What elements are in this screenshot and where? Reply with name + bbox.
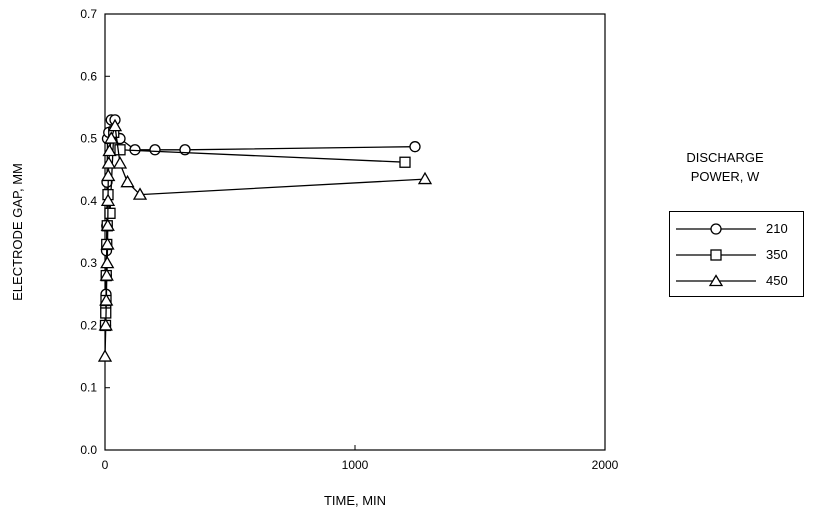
data-point-triangle — [102, 143, 117, 157]
x-axis-title: TIME, MIN — [324, 493, 386, 508]
x-axis: 0 1000 2000 — [102, 445, 619, 472]
data-point-square — [114, 144, 126, 156]
legend-title-line-2: POWER, W — [690, 169, 760, 184]
data-point-square — [399, 156, 411, 168]
x-tick-label: 2000 — [592, 458, 619, 472]
legend-label-450: 450 — [766, 273, 788, 288]
data-point-triangle — [99, 293, 114, 306]
data-point-triangle — [120, 174, 135, 188]
data-point-triangle — [100, 218, 115, 231]
data-point-square — [104, 207, 116, 219]
data-point-triangle — [100, 255, 115, 269]
series-210 — [99, 114, 421, 332]
data-point-triangle — [104, 131, 119, 144]
data-point-triangle — [112, 156, 128, 169]
y-tick-label: 0.4 — [80, 194, 97, 208]
data-point-triangle — [101, 168, 116, 182]
y-tick-label: 0.3 — [80, 256, 97, 270]
data-point-circle — [149, 144, 161, 156]
legend-item-450: 450 — [670, 271, 803, 291]
y-tick-label: 0.5 — [80, 132, 97, 146]
data-point-triangle — [100, 193, 116, 207]
data-point-triangle — [97, 349, 113, 362]
x-tick-label: 1000 — [342, 458, 369, 472]
legend-title-line-1: DISCHARGE — [686, 150, 764, 165]
legend-swatch-circle — [676, 223, 756, 235]
data-point-triangle — [98, 318, 113, 331]
y-tick-label: 0.0 — [80, 443, 97, 457]
legend-item-350: 350 — [670, 245, 803, 265]
series-layer — [97, 114, 433, 362]
data-point-circle — [409, 141, 421, 153]
data-point-triangle — [417, 171, 433, 185]
data-point-triangle — [101, 156, 116, 169]
y-tick-label: 0.7 — [80, 7, 97, 21]
series-450 — [97, 118, 433, 362]
legend: 210 350 450 — [669, 211, 804, 297]
legend-label-210: 210 — [766, 221, 788, 236]
x-tick-label: 0 — [102, 458, 109, 472]
data-point-triangle — [100, 237, 115, 250]
data-point-triangle — [107, 118, 123, 132]
legend-item-210: 210 — [670, 219, 803, 239]
legend-title: DISCHARGE POWER, W — [660, 148, 790, 186]
series-line-350 — [104, 132, 406, 326]
data-point-triangle — [99, 268, 114, 281]
data-point-triangle — [132, 187, 148, 200]
legend-swatch-triangle — [676, 274, 756, 287]
legend-label-350: 350 — [766, 247, 788, 262]
series-350 — [99, 126, 411, 332]
y-tick-label: 0.2 — [80, 318, 97, 332]
legend-swatch-square — [676, 249, 756, 261]
plot-area — [104, 13, 606, 451]
y-tick-label: 0.6 — [80, 69, 97, 83]
y-tick-label: 0.1 — [80, 381, 97, 395]
y-axis-title: ELECTRODE GAP, MM — [10, 163, 25, 301]
